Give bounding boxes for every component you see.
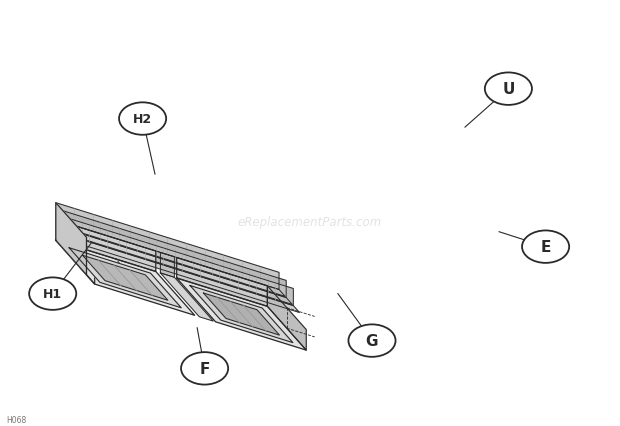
Circle shape: [29, 278, 76, 310]
Circle shape: [181, 352, 228, 385]
Polygon shape: [56, 203, 86, 275]
Polygon shape: [63, 228, 292, 305]
Polygon shape: [161, 273, 213, 321]
Polygon shape: [56, 241, 195, 316]
Polygon shape: [203, 294, 280, 335]
Polygon shape: [190, 286, 293, 343]
Polygon shape: [56, 220, 95, 285]
Polygon shape: [70, 236, 299, 313]
Polygon shape: [56, 220, 285, 296]
Text: H2: H2: [133, 113, 152, 126]
Polygon shape: [161, 253, 174, 278]
Polygon shape: [177, 258, 267, 307]
Text: H1: H1: [43, 288, 62, 300]
Text: E: E: [541, 239, 551, 255]
Polygon shape: [177, 278, 306, 350]
Polygon shape: [70, 219, 293, 306]
Polygon shape: [56, 203, 279, 290]
Text: eReplacementParts.com: eReplacementParts.com: [238, 215, 382, 228]
Circle shape: [119, 103, 166, 135]
Polygon shape: [56, 220, 156, 272]
Polygon shape: [82, 256, 168, 301]
Circle shape: [348, 325, 396, 357]
Text: G: G: [366, 333, 378, 348]
Text: H068: H068: [6, 415, 27, 424]
Polygon shape: [267, 286, 306, 350]
Text: F: F: [200, 361, 210, 376]
Polygon shape: [63, 211, 286, 298]
Circle shape: [522, 231, 569, 263]
Circle shape: [485, 73, 532, 106]
Text: U: U: [502, 82, 515, 97]
Polygon shape: [69, 248, 181, 308]
